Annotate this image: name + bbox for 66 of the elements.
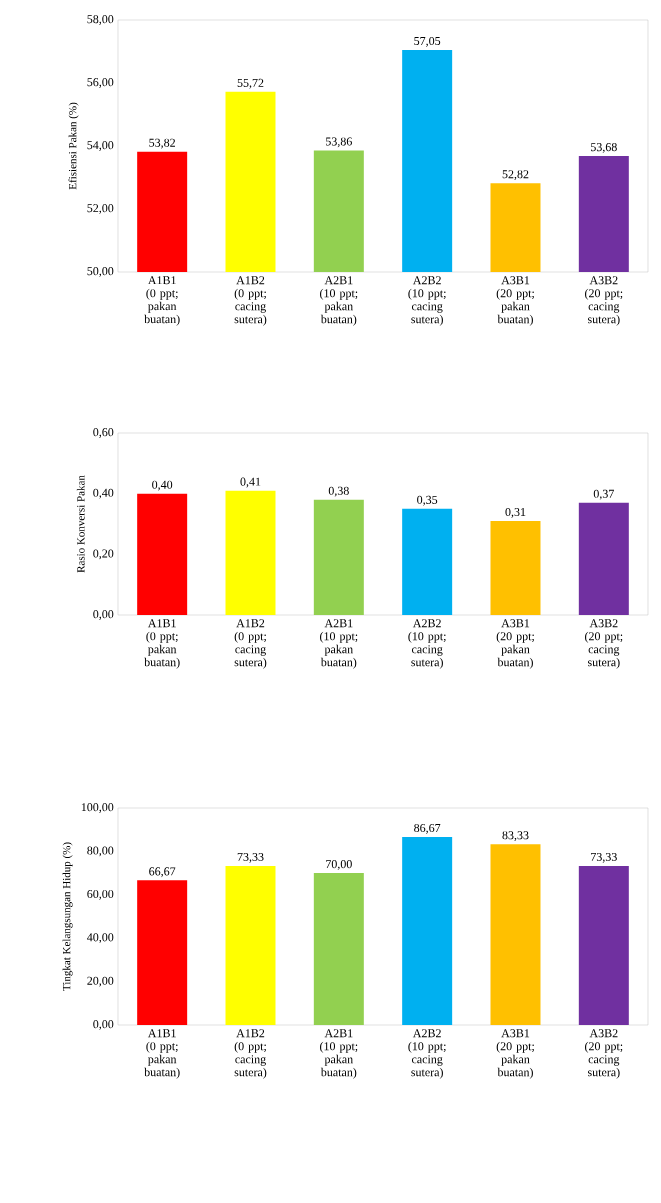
x-tick-label: A2B2 (10 ppt; cacing sutera) (408, 276, 446, 326)
x-tick-label: A3B1 (20 ppt; pakan buatan) (496, 276, 534, 326)
y-tick-label: 58,00 (87, 15, 114, 25)
y-tick-label: 80,00 (87, 846, 114, 857)
x-tick-label: A1B1 (0 ppt; pakan buatan) (144, 276, 180, 326)
data-label: 66,67 (149, 867, 176, 878)
y-tick-label: 0,20 (93, 549, 114, 560)
x-tick-label: A2B1 (10 ppt; pakan buatan) (320, 1029, 358, 1079)
x-tick-label: A1B2 (0 ppt; cacing sutera) (234, 1029, 267, 1079)
x-tick-label: A1B2 (0 ppt; cacing sutera) (234, 276, 267, 326)
y-tick-label: 56,00 (87, 78, 114, 88)
x-tick-label: A2B1 (10 ppt; pakan buatan) (320, 276, 358, 326)
x-tick-label: A3B2 (20 ppt; cacing sutera) (585, 1029, 623, 1079)
x-tick-label: A2B2 (10 ppt; cacing sutera) (408, 619, 446, 669)
x-tick-label: A3B1 (20 ppt; pakan buatan) (496, 619, 534, 669)
x-tick-label: A2B1 (10 ppt; pakan buatan) (320, 619, 358, 669)
y-tick-label: 20,00 (87, 976, 114, 987)
y-tick-label: 52,00 (87, 204, 114, 214)
y-tick-label: 40,00 (87, 933, 114, 944)
bar (490, 844, 541, 1026)
y-axis-title: Efisiensi Pakan (%) (68, 102, 79, 190)
data-label: 70,00 (326, 860, 352, 870)
x-tick-label: A1B1 (0 ppt; pakan buatan) (144, 619, 180, 669)
data-label: 0,40 (152, 480, 173, 491)
y-tick-label: 50,00 (87, 267, 114, 277)
bar (313, 499, 364, 616)
data-label: 53,68 (591, 143, 617, 153)
data-label: 73,33 (591, 852, 617, 863)
y-tick-label: 0,40 (93, 488, 114, 499)
y-axis-title: Tingkat Kelangsungan Hidup (%) (62, 842, 73, 991)
data-label: 57,05 (414, 36, 441, 47)
bar (578, 502, 629, 616)
x-tick-label: A2B2 (10 ppt; cacing sutera) (408, 1029, 446, 1079)
bar (225, 865, 276, 1026)
y-tick-label: 0,00 (93, 1020, 114, 1030)
bar (402, 508, 453, 616)
bar (313, 873, 364, 1026)
data-label: 0,37 (593, 489, 614, 500)
data-label: 52,82 (502, 170, 529, 180)
data-label: 55,72 (237, 78, 264, 89)
y-tick-label: 0,60 (93, 428, 114, 438)
bar (402, 836, 453, 1026)
bar (490, 520, 541, 616)
data-label: 53,86 (326, 137, 352, 148)
data-label: 83,33 (502, 831, 529, 841)
data-label: 0,35 (417, 495, 438, 506)
bar (137, 493, 188, 616)
y-tick-label: 60,00 (87, 889, 114, 900)
bar (225, 490, 276, 616)
data-label: 86,67 (414, 823, 441, 834)
x-tick-label: A1B2 (0 ppt; cacing sutera) (234, 619, 267, 669)
x-tick-label: A3B2 (20 ppt; cacing sutera) (585, 276, 623, 326)
data-label: 53,82 (149, 138, 175, 149)
x-tick-label: A3B2 (20 ppt; cacing sutera) (585, 619, 623, 669)
y-tick-label: 100,00 (81, 803, 114, 813)
data-label: 0,38 (328, 486, 349, 497)
x-tick-label: A1B1 (0 ppt; pakan buatan) (144, 1029, 180, 1079)
data-label: 73,33 (237, 852, 264, 863)
x-tick-label: A3B1 (20 ppt; pakan buatan) (496, 1029, 534, 1079)
y-axis-title: Rasio Konversi Pakan (76, 475, 85, 573)
bar (578, 865, 629, 1026)
data-label: 0,41 (240, 477, 261, 488)
bar (137, 880, 188, 1026)
y-tick-label: 54,00 (87, 141, 114, 151)
data-label: 0,31 (505, 507, 526, 518)
y-tick-label: 0,00 (93, 610, 114, 620)
